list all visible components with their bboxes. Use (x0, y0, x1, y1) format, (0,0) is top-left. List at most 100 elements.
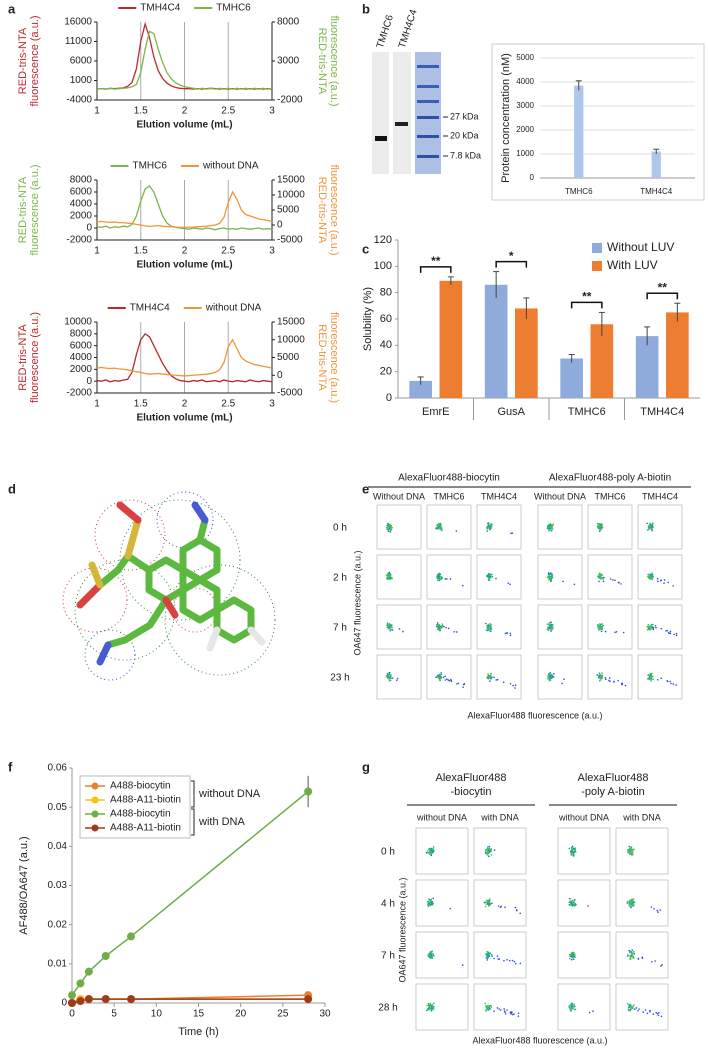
event-dot (431, 1004, 434, 1006)
event-dot (599, 679, 601, 681)
y-tick-label: 60 (380, 313, 392, 325)
event-dot (461, 964, 464, 966)
event-dot (447, 679, 449, 681)
event-dot (489, 623, 492, 625)
panel-label: f (8, 759, 13, 774)
event-dot (489, 579, 491, 582)
event-dot (633, 848, 635, 850)
legend-bracket (191, 780, 195, 808)
legend-label: TMHC6 (132, 161, 167, 172)
event-dot (573, 1003, 575, 1005)
event-dot (429, 950, 432, 953)
event-dot (631, 900, 633, 902)
event-dot (656, 678, 659, 681)
axis-title: AF488/OA647 (a.u.) (18, 836, 30, 934)
event-dot (504, 1011, 506, 1014)
event-dot (598, 674, 601, 677)
y-tick-label: 2000 (516, 125, 534, 134)
event-dot (390, 674, 392, 676)
event-dot (493, 676, 495, 678)
event-dot (427, 900, 430, 903)
plot-cell (637, 554, 683, 600)
event-dot (603, 576, 605, 579)
plot-cell (376, 504, 422, 550)
event-dot (497, 958, 500, 960)
event-dot (487, 1009, 490, 1011)
plot-cell (615, 879, 669, 927)
axis-title: RED-tris-NTA (316, 324, 328, 391)
event-dot (628, 949, 630, 952)
event-dot (627, 848, 629, 851)
event-dot (599, 526, 601, 529)
event-dot (390, 624, 393, 626)
y-tick-label: 16000 (64, 17, 92, 28)
y-tick-label: 2000 (70, 211, 93, 222)
event-dot (429, 1003, 432, 1006)
event-dot (388, 680, 391, 682)
row-label: 2 h (333, 573, 347, 584)
event-dot (571, 952, 574, 954)
legend-swatch (91, 782, 99, 790)
event-dot (488, 851, 491, 854)
event-dot (511, 1011, 513, 1013)
event-dot (630, 955, 633, 958)
event-dot (388, 673, 391, 675)
event-dot (655, 626, 657, 629)
axis-title: AlexaFluor488 fluorescence (a.u.) (472, 1035, 607, 1045)
event-dot (432, 953, 435, 955)
y2-tick-label: 0 (277, 370, 283, 381)
y2-tick-label: -2000 (277, 95, 303, 106)
event-dot (669, 680, 672, 683)
event-dot (389, 677, 392, 679)
plot-cell (557, 931, 611, 979)
x-tick-label: 0 (69, 1009, 75, 1020)
axis-title: fluorescence (a.u.) (29, 15, 41, 106)
event-dot (666, 629, 669, 632)
event-dot (675, 634, 678, 637)
event-dot (486, 959, 489, 961)
event-dot (402, 630, 404, 633)
event-dot (462, 686, 464, 689)
event-dot (646, 626, 649, 628)
legend-label: without DNA (205, 303, 262, 314)
event-dot (648, 625, 651, 627)
event-dot (652, 1013, 655, 1016)
event-dot (563, 678, 565, 680)
event-dot (649, 573, 651, 575)
event-dot (484, 852, 487, 855)
plot-cell (637, 604, 683, 650)
event-dot (504, 906, 506, 909)
y-tick-label: 0 (86, 223, 92, 234)
bond (206, 626, 221, 652)
event-dot (675, 632, 678, 635)
y-tick-label: 6000 (70, 187, 93, 198)
axis-title: RED-tris-NTA (17, 176, 29, 243)
event-dot (395, 679, 398, 681)
ladder (415, 52, 441, 174)
event-dot (630, 1005, 633, 1008)
event-dot (647, 627, 650, 630)
y-tick-label: 8000 (70, 328, 93, 339)
event-dot (514, 687, 516, 689)
event-dot (663, 579, 666, 581)
event-dot (386, 528, 389, 530)
event-dot (629, 951, 631, 954)
y-tick-label: 6000 (70, 56, 93, 67)
row-label: 0 h (333, 523, 347, 534)
event-dot (429, 904, 432, 907)
event-dot (431, 900, 433, 903)
event-dot (433, 955, 435, 957)
series-line (96, 332, 273, 383)
event-dot (455, 530, 458, 532)
event-dot (486, 848, 489, 851)
event-dot (597, 676, 600, 679)
event-dot (569, 955, 571, 958)
event-dot (650, 960, 653, 963)
event-dot (385, 675, 388, 677)
event-dot (632, 902, 634, 905)
row-label: 0 h (381, 847, 395, 858)
event-dot (426, 1004, 428, 1007)
event-dot (654, 625, 657, 627)
event-dot (440, 525, 442, 528)
event-dot (488, 902, 490, 905)
